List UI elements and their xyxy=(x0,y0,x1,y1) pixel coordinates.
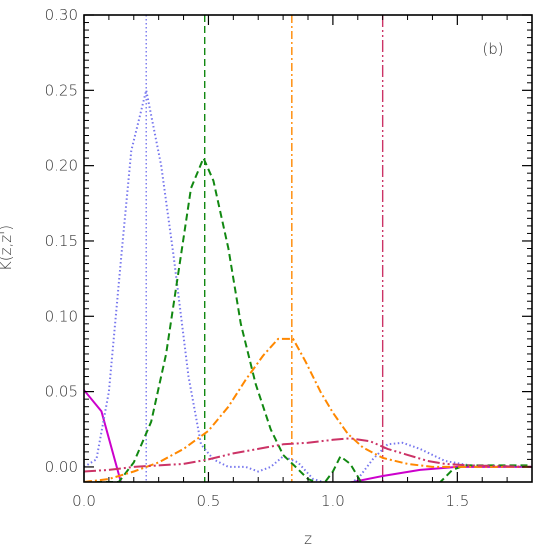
y-tick-label: 0.25 xyxy=(45,81,78,99)
y-axis-title: K(z,z') xyxy=(0,225,15,271)
y-tick-label: 0.20 xyxy=(45,157,78,175)
series-line-5 xyxy=(84,437,532,473)
redshift-marker-lines xyxy=(145,15,384,482)
x-tick-label: 0.0 xyxy=(72,492,96,510)
x-tick-label: 0.5 xyxy=(197,492,221,510)
y-tick-label: 0.30 xyxy=(45,6,78,24)
series-lines xyxy=(84,89,532,482)
series-line-1 xyxy=(84,389,532,482)
plot-frame xyxy=(83,14,533,483)
x-axis-title: z xyxy=(304,530,312,548)
y-tick-label: 0.10 xyxy=(45,307,78,325)
axis-ticks xyxy=(83,14,533,482)
tick-labels: 0.0 0.5 1.0 1.5 0.00 0.05 0.10 0.15 0.20 0.25 0.30 xyxy=(45,6,470,510)
y-tick-label: 0.15 xyxy=(45,232,78,250)
x-tick-label: 1.5 xyxy=(445,492,469,510)
y-tick-label: 0.05 xyxy=(45,383,78,401)
panel-label: (b) xyxy=(482,40,503,58)
y-tick-label: 0.00 xyxy=(45,458,78,476)
series-line-3 xyxy=(84,157,532,482)
x-tick-label: 1.0 xyxy=(321,492,345,510)
series-line-4 xyxy=(84,337,532,482)
series-line-2 xyxy=(84,89,532,482)
